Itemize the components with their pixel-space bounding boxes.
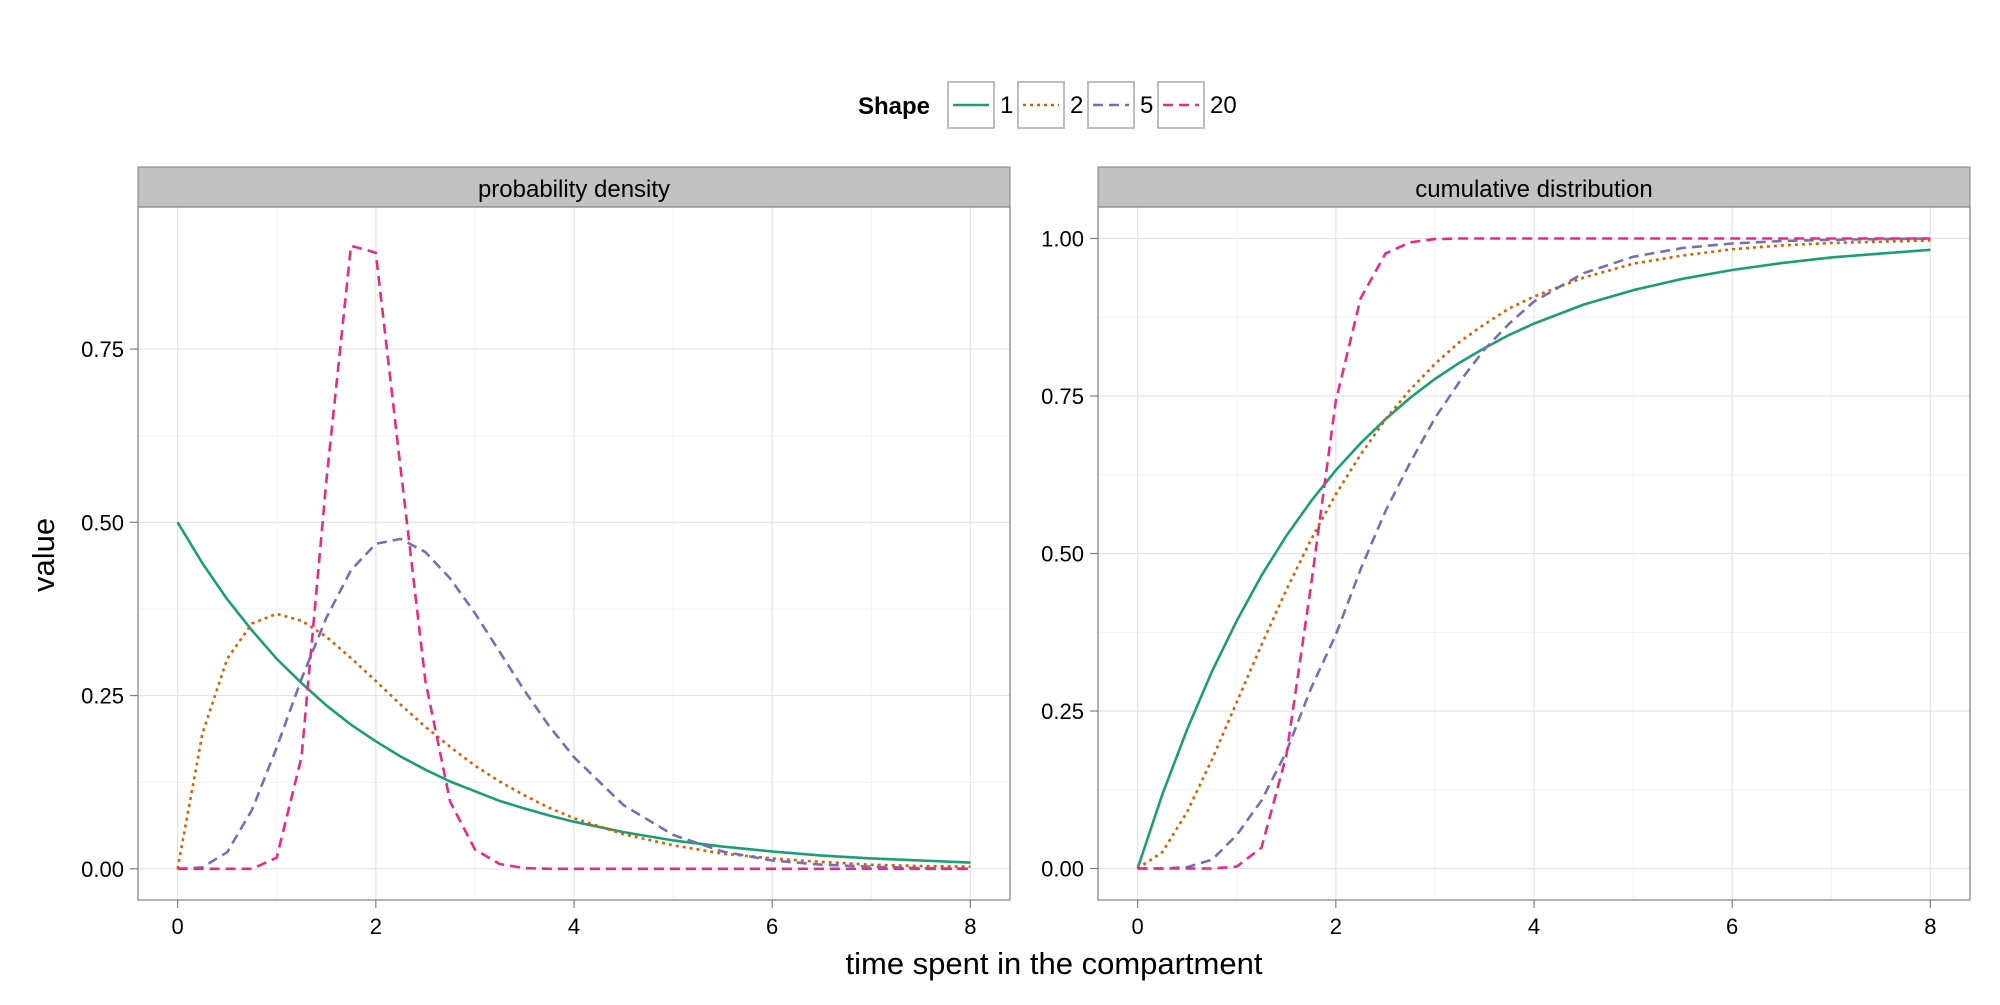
legend: Shape 1 2 5 20 bbox=[858, 81, 1237, 129]
x-tick-label: 4 bbox=[1528, 914, 1540, 939]
panel-2-plot: 0 2 4 6 8 0.00 0.25 0.50 0.75 1.00 bbox=[1041, 206, 1971, 939]
x-tick-label: 6 bbox=[766, 914, 778, 939]
legend-title: Shape bbox=[858, 93, 930, 120]
panel-probability-density: probability density 0 2 4 6 8 0.00 0.25 0.50 0.7… bbox=[81, 166, 1011, 939]
series-line-1 bbox=[1136, 248, 1931, 869]
x-tick-label: 4 bbox=[568, 914, 580, 939]
x-tick-label: 8 bbox=[1924, 914, 1936, 939]
x-tick-label: 8 bbox=[964, 914, 976, 939]
y-tick-label: 0.25 bbox=[1041, 699, 1084, 724]
legend-items: 1 2 5 20 bbox=[947, 81, 1237, 129]
panel-1-strip bbox=[137, 166, 1011, 208]
x-axis-label: time spent in the compartment bbox=[846, 946, 1263, 981]
y-tick-label: 0.25 bbox=[81, 684, 124, 709]
legend-label-20: 20 bbox=[1210, 92, 1237, 119]
y-tick-label: 1.00 bbox=[1041, 227, 1084, 252]
panel-2-title: cumulative distribution bbox=[1415, 176, 1652, 203]
panel-1-title: probability density bbox=[478, 176, 670, 203]
y-tick-label: 0.50 bbox=[1041, 542, 1084, 567]
y-tick-label: 0.50 bbox=[81, 510, 124, 535]
x-tick-label: 2 bbox=[1330, 914, 1342, 939]
y-tick-label: 0.75 bbox=[1041, 384, 1084, 409]
x-tick-label: 0 bbox=[1132, 914, 1144, 939]
y-axis-label: value bbox=[26, 518, 61, 592]
x-tick-label: 2 bbox=[370, 914, 382, 939]
series-line-2 bbox=[1136, 239, 1931, 870]
series-line-1 bbox=[176, 521, 971, 864]
panel-1-plot: 0 2 4 6 8 0.00 0.25 0.50 0.75 bbox=[81, 206, 1011, 939]
series-line-5 bbox=[177, 537, 971, 871]
series-line-20 bbox=[177, 244, 971, 871]
legend-label-1: 1 bbox=[1000, 92, 1013, 119]
y-tick-label: 0.00 bbox=[81, 857, 124, 882]
legend-label-5: 5 bbox=[1140, 92, 1153, 119]
series-line-20 bbox=[1137, 237, 1931, 870]
series-line-5 bbox=[1137, 237, 1931, 870]
x-tick-label: 0 bbox=[172, 914, 184, 939]
x-tick-label: 6 bbox=[1726, 914, 1738, 939]
panel-cumulative-distribution: cumulative distribution 0 2 4 6 8 0.00 0.25 0.5… bbox=[1041, 166, 1971, 939]
panel-2-strip bbox=[1097, 166, 1971, 208]
legend-label-2: 2 bbox=[1070, 92, 1083, 119]
y-tick-label: 0.75 bbox=[81, 337, 124, 362]
y-tick-label: 0.00 bbox=[1041, 857, 1084, 882]
